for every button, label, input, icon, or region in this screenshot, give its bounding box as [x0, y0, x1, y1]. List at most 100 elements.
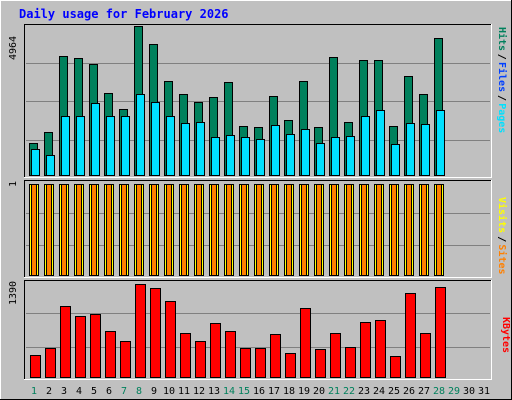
sites-bar: [361, 184, 367, 276]
kbytes-bar: [60, 306, 71, 378]
day-label: 9: [151, 386, 157, 397]
day-label: 16: [253, 386, 265, 397]
day-label: 25: [388, 386, 400, 397]
day-label: 13: [208, 386, 220, 397]
pages-bar: [151, 102, 160, 176]
hits-files-pages-legend-part: Hits: [496, 27, 508, 51]
sites-bar: [331, 184, 337, 276]
pages-bar: [376, 110, 385, 176]
hits-files-pages-panel: [24, 24, 492, 178]
day-label: 30: [463, 386, 475, 397]
hits-files-pages-legend: Hits / Files / Pages: [496, 27, 508, 133]
pages-bar: [391, 144, 400, 176]
kbytes-bar: [225, 331, 236, 378]
sites-bar: [151, 184, 157, 276]
day-label: 26: [403, 386, 415, 397]
pages-bar: [211, 137, 220, 176]
day-label: 1: [31, 386, 37, 397]
sites-bar: [91, 184, 97, 276]
pages-bar: [436, 110, 445, 176]
sites-bar: [121, 184, 127, 276]
kbytes-bar: [165, 301, 176, 378]
day-label: 20: [313, 386, 325, 397]
sites-visits-legend-part: /: [496, 236, 507, 242]
pages-bar: [301, 129, 310, 176]
kbytes-bar: [45, 348, 56, 378]
kbytes-bar: [135, 284, 146, 378]
pages-bar: [166, 116, 175, 176]
sites-bar: [211, 184, 217, 276]
kbytes-bar: [330, 333, 341, 378]
sites-bar: [421, 184, 427, 276]
day-label: 29: [448, 386, 460, 397]
pages-bar: [421, 124, 430, 176]
hits-files-pages-legend-part: /: [496, 54, 507, 60]
kbytes-bar: [240, 348, 251, 378]
sites-bar: [196, 184, 202, 276]
day-label: 18: [283, 386, 295, 397]
sites-bar: [106, 184, 112, 276]
kbytes-bar: [210, 323, 221, 378]
pages-bar: [331, 137, 340, 176]
sites-bar: [301, 184, 307, 276]
sites-bar: [376, 184, 382, 276]
day-label: 2: [46, 386, 52, 397]
day-label: 15: [238, 386, 250, 397]
kbytes-bar: [420, 333, 431, 378]
day-label: 19: [298, 386, 310, 397]
kbytes-bar: [180, 333, 191, 378]
kbytes-bar: [150, 288, 161, 378]
pages-bar: [61, 116, 70, 176]
day-label: 4: [76, 386, 82, 397]
sites-bar: [166, 184, 172, 276]
sites-bar: [406, 184, 412, 276]
pages-bar: [181, 123, 190, 176]
kbytes-bar: [285, 353, 296, 378]
pages-bar: [106, 116, 115, 176]
day-label: 5: [91, 386, 97, 397]
kbytes-bar: [90, 314, 101, 378]
day-label: 12: [193, 386, 205, 397]
pages-bar: [241, 137, 250, 176]
pages-bar: [286, 134, 295, 176]
sites-bar: [271, 184, 277, 276]
sites-bar: [241, 184, 247, 276]
day-label: 8: [136, 386, 142, 397]
sites-bar: [256, 184, 262, 276]
pages-bar: [256, 139, 265, 176]
pages-bar: [346, 136, 355, 176]
kbytes-bar: [270, 334, 281, 378]
pages-bar: [316, 143, 325, 176]
chart-title: Daily usage for February 2026: [19, 7, 229, 21]
sites-bar: [61, 184, 67, 276]
sites-bar: [76, 184, 82, 276]
sites-visits-legend: Visits / Sites: [496, 197, 508, 275]
day-label: 21: [328, 386, 340, 397]
sites-visits-legend-part: Visits: [496, 197, 508, 233]
kbytes-bar: [345, 347, 356, 378]
day-label: 11: [178, 386, 190, 397]
sites-visits-panel: [24, 180, 492, 278]
kbytes-bar: [360, 322, 371, 378]
pages-bar: [406, 123, 415, 176]
day-label: 3: [61, 386, 67, 397]
kbytes-panel: [24, 280, 492, 380]
kbytes-legend: KBytes: [500, 317, 511, 353]
day-label: 14: [223, 386, 235, 397]
day-label: 6: [106, 386, 112, 397]
day-label: 23: [358, 386, 370, 397]
day-label: 10: [163, 386, 175, 397]
sites-bar: [226, 184, 232, 276]
kbytes-bar: [315, 349, 326, 378]
pages-bar: [91, 103, 100, 176]
day-label: 27: [418, 386, 430, 397]
sites-bar: [136, 184, 142, 276]
pages-bar: [76, 116, 85, 176]
sites-bar: [436, 184, 442, 276]
kbytes-bar: [405, 293, 416, 378]
pages-bar: [226, 135, 235, 176]
pages-bar: [121, 116, 130, 176]
day-label: 17: [268, 386, 280, 397]
kbytes-bar: [435, 287, 446, 378]
